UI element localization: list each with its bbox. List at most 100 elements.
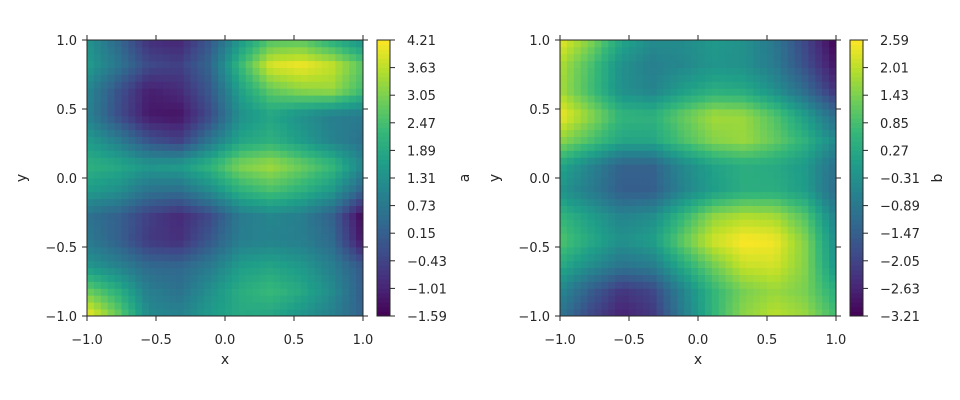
heatmap-cell	[663, 102, 671, 110]
heatmap-cell	[100, 233, 109, 241]
heatmap-cell	[815, 205, 823, 213]
heatmap-cell	[356, 115, 364, 124]
heatmap-cell	[773, 122, 782, 131]
heatmap-cell	[670, 143, 678, 151]
heatmap-cell	[231, 164, 240, 172]
heatmap-cell	[93, 122, 102, 131]
heatmap-cell	[225, 212, 233, 220]
heatmap-cell	[349, 74, 357, 82]
heatmap-cell	[252, 81, 260, 89]
heatmap-cell	[780, 260, 789, 269]
heatmap-cell	[266, 295, 274, 303]
heatmap-cell	[176, 253, 184, 262]
heatmap-cell	[321, 274, 329, 282]
heatmap-cell	[87, 274, 95, 282]
heatmap-cell	[753, 205, 761, 213]
heatmap-cell	[732, 253, 740, 262]
heatmap-cell	[349, 274, 357, 282]
heatmap-cell	[670, 191, 678, 200]
heatmap-cell	[356, 53, 364, 62]
heatmap-cell	[698, 302, 706, 310]
heatmap-cell	[342, 74, 350, 82]
heatmap-cell	[594, 60, 602, 68]
heatmap-cell	[328, 281, 336, 289]
heatmap-cell	[780, 198, 789, 206]
heatmap-cell	[245, 260, 253, 269]
heatmap-cell	[280, 247, 288, 255]
heatmap-cell	[794, 281, 802, 289]
heatmap-cell	[314, 95, 322, 103]
heatmap-cell	[622, 253, 630, 262]
heatmap-cell	[732, 164, 740, 172]
heatmap-cell	[725, 95, 733, 103]
colorbar-segment	[850, 274, 863, 280]
heatmap-cell	[794, 178, 802, 186]
heatmap-cell	[328, 233, 336, 241]
heatmap-cell	[342, 288, 350, 296]
colorbar-segment	[377, 49, 390, 55]
heatmap-cell	[622, 281, 630, 289]
heatmap-cell	[753, 198, 761, 206]
heatmap-cell	[566, 281, 575, 289]
heatmap-cell	[635, 260, 644, 269]
heatmap-cell	[739, 129, 747, 137]
heatmap-cell	[767, 88, 775, 96]
heatmap-cell	[580, 136, 588, 144]
heatmap-cell	[307, 288, 316, 296]
heatmap-cell	[691, 122, 699, 131]
heatmap-cell	[601, 171, 609, 179]
heatmap-cell	[121, 81, 129, 89]
heatmap-cell	[266, 226, 274, 234]
heatmap-cell	[135, 53, 143, 62]
heatmap-cell	[135, 219, 143, 227]
heatmap-cell	[801, 150, 809, 158]
heatmap-cell	[594, 260, 602, 269]
heatmap-cell	[328, 288, 336, 296]
heatmap-cell	[787, 191, 795, 200]
heatmap-cell	[787, 198, 795, 206]
heatmap-cell	[615, 226, 623, 234]
heatmap-cell	[307, 233, 316, 241]
colorbar-segment	[850, 86, 863, 92]
heatmap-cell	[704, 150, 713, 158]
heatmap-cell	[615, 157, 623, 165]
heatmap-cell	[162, 247, 171, 255]
heatmap-cell	[663, 247, 671, 255]
heatmap-cell	[580, 53, 588, 62]
heatmap-cell	[266, 164, 274, 172]
heatmap-cell	[801, 60, 809, 68]
heatmap-cell	[780, 40, 789, 48]
heatmap-cell	[739, 150, 747, 158]
heatmap-cell	[760, 226, 768, 234]
heatmap-cell	[149, 302, 157, 310]
heatmap-cell	[259, 295, 267, 303]
heatmap-cell	[100, 226, 109, 234]
heatmap-cell	[642, 40, 651, 48]
heatmap-cell	[93, 88, 102, 96]
colorbar-segment	[377, 297, 390, 303]
heatmap-cell	[114, 212, 122, 220]
heatmap-cell	[231, 198, 240, 206]
heatmap-cell	[273, 253, 281, 262]
heatmap-cell	[794, 295, 802, 303]
heatmap-cell	[622, 309, 630, 317]
heatmap-cell	[635, 267, 644, 275]
heatmap-cell	[594, 109, 602, 117]
heatmap-cell	[107, 46, 115, 55]
heatmap-cell	[218, 198, 226, 206]
heatmap-cell	[656, 102, 664, 110]
heatmap-cell	[629, 233, 637, 241]
heatmap-cell	[218, 302, 226, 310]
heatmap-cell	[245, 81, 253, 89]
heatmap-cell	[121, 274, 129, 282]
heatmap-cell	[801, 226, 809, 234]
heatmap-cell	[190, 109, 198, 117]
heatmap-cell	[225, 109, 233, 117]
heatmap-cell	[128, 81, 136, 89]
heatmap-cell	[100, 95, 109, 103]
heatmap-cell	[718, 302, 726, 310]
heatmap-cell	[642, 109, 651, 117]
heatmap-cell	[670, 53, 678, 62]
heatmap-cell	[746, 198, 754, 206]
heatmap-cell	[704, 95, 713, 103]
